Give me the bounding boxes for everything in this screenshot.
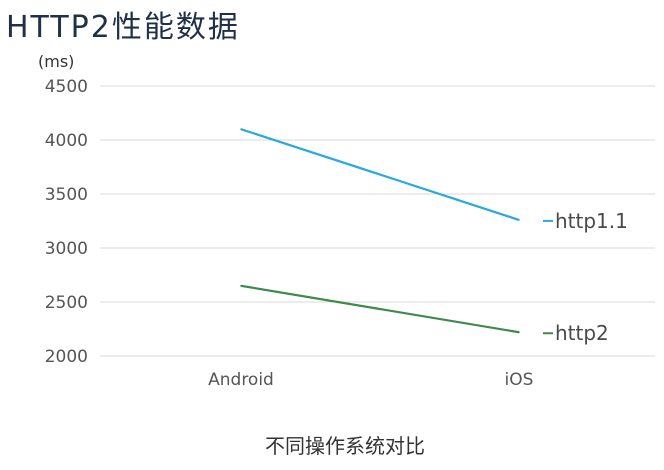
y-axis-unit: (ms)	[38, 52, 74, 71]
series-label: http2	[555, 321, 609, 345]
gridlines	[100, 85, 655, 357]
y-tick-label: 4500	[45, 77, 88, 97]
x-tick-label: iOS	[505, 370, 534, 390]
x-axis-ticks: Android iOS	[208, 370, 533, 390]
y-tick-label: 3500	[45, 185, 88, 205]
series-label: http1.1	[555, 209, 628, 233]
series-line-http1.1	[240, 128, 520, 221]
series-lines	[240, 128, 520, 334]
data-point	[240, 285, 242, 287]
y-axis-ticks: 2000 2500 3000 3500 4000 4500	[45, 77, 88, 367]
y-tick-label: 3000	[45, 239, 88, 259]
x-tick-label: Android	[208, 370, 274, 390]
y-tick-label: 2000	[45, 347, 88, 367]
page-title: HTTP2性能数据	[6, 10, 240, 45]
data-point	[240, 128, 242, 130]
data-point	[518, 219, 520, 221]
y-tick-label: 2500	[45, 293, 88, 313]
series-labels: http1.1 http2	[543, 209, 628, 345]
y-tick-label: 4000	[45, 131, 88, 151]
data-point	[518, 331, 520, 334]
x-axis-title: 不同操作系统对比	[265, 434, 425, 458]
series-line-http2	[240, 284, 520, 334]
